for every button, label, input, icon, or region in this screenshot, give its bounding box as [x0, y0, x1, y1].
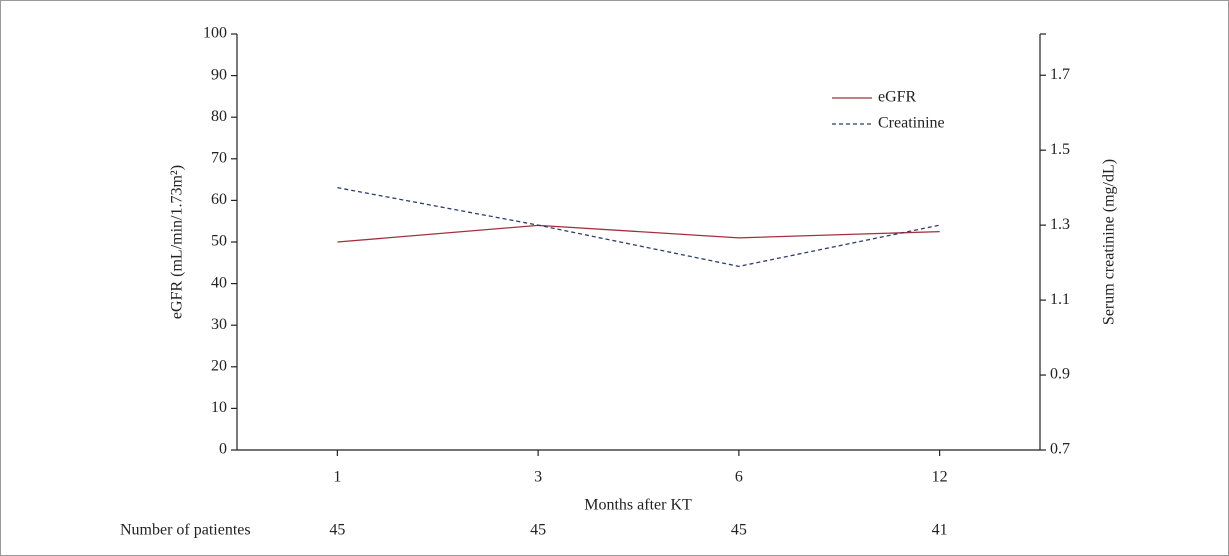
y2-axis-title: Serum creatinine (mg/dL)	[1101, 159, 1118, 325]
x-axis-title: Months after KT	[584, 497, 692, 514]
series-line	[337, 187, 940, 268]
x-tick-label: 3	[534, 469, 542, 486]
patients-value: 45	[530, 522, 546, 539]
series-line	[337, 224, 940, 243]
legend-label: eGFR	[878, 89, 917, 106]
y2-tick-label: 1.5	[1050, 141, 1070, 158]
x-tick-label: 6	[735, 469, 743, 486]
y-axis-title: eGFR (mL/min/1.73m²)	[169, 165, 186, 319]
x-tick-label: 12	[932, 469, 948, 486]
y-tick-label: 50	[211, 233, 227, 250]
legend-label: Creatinine	[878, 115, 945, 132]
y-tick-label: 60	[211, 191, 227, 208]
y-tick-label: 70	[211, 149, 227, 166]
patients-label: Number of patientes	[120, 522, 251, 539]
y-tick-label: 80	[211, 108, 227, 125]
patients-value: 45	[731, 522, 747, 539]
y-tick-label: 0	[219, 441, 227, 458]
y-tick-label: 20	[211, 357, 227, 374]
y-tick-label: 100	[203, 25, 227, 42]
y-tick-label: 90	[211, 66, 227, 83]
y2-tick-label: 0.9	[1050, 366, 1070, 383]
patients-value: 45	[329, 522, 345, 539]
y2-tick-label: 1.3	[1050, 216, 1070, 233]
y2-tick-label: 0.7	[1050, 441, 1070, 458]
x-tick-label: 1	[333, 469, 341, 486]
y-tick-label: 40	[211, 274, 227, 291]
y2-tick-label: 1.1	[1050, 291, 1070, 308]
y2-tick-label: 1.7	[1050, 66, 1070, 83]
patients-value: 41	[932, 522, 948, 539]
y-tick-label: 10	[211, 399, 227, 416]
y-tick-label: 30	[211, 316, 227, 333]
